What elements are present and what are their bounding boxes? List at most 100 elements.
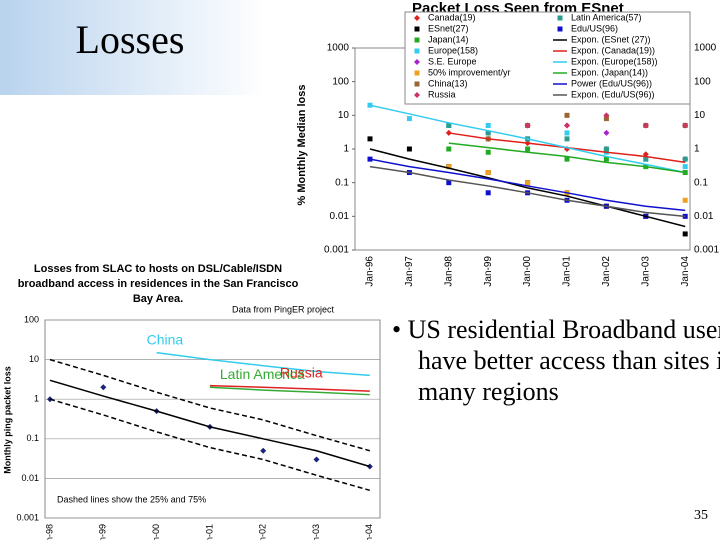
y-tick-label: 1 — [343, 144, 349, 155]
legend-swatch — [414, 70, 420, 76]
legend-label: Expon. (ESnet (27)) — [571, 34, 651, 44]
data-point — [446, 164, 452, 170]
data-point — [313, 456, 320, 463]
data-point — [603, 116, 609, 122]
data-point — [682, 231, 688, 237]
x-tick-label: Jan-03 — [311, 524, 321, 540]
page-number: 35 — [694, 508, 708, 523]
y2-tick-label: 1000 — [694, 43, 717, 54]
data-point — [446, 146, 452, 152]
chart-title: Losses from SLAC to hosts on DSL/Cable/I… — [17, 263, 299, 305]
y-axis-label: Monthly ping packet loss — [2, 366, 12, 474]
data-point — [564, 156, 570, 162]
data-point — [603, 112, 610, 119]
plot-area — [44, 319, 381, 519]
x-tick-label: Jan-97 — [404, 256, 415, 287]
data-point — [524, 122, 531, 129]
data-point — [100, 384, 107, 391]
legend-swatch — [414, 26, 420, 32]
data-point — [682, 122, 689, 129]
series-annotation: Russia — [280, 364, 323, 380]
series-annotation: China — [147, 331, 184, 347]
y2-tick-label: 100 — [694, 76, 711, 87]
trend-line — [369, 165, 686, 218]
data-point — [367, 136, 373, 142]
data-point — [564, 112, 570, 118]
y2-tick-label: 0.001 — [694, 245, 719, 256]
data-point — [682, 156, 688, 162]
trend-line — [209, 384, 370, 392]
data-point — [485, 149, 491, 155]
legend-label: ESnet(27) — [428, 23, 469, 33]
slide-title: Losses — [76, 17, 185, 62]
annotation: Dashed lines show the 25% and 75% — [57, 494, 206, 504]
legend-label: Expon. (Europe(158)) — [571, 56, 658, 66]
trend-line — [448, 142, 686, 174]
legend-label: Japan(14) — [428, 34, 469, 44]
x-tick-label: Jan-01 — [562, 256, 573, 287]
y-axis-label: % Monthly Median loss — [296, 84, 308, 205]
data-point — [682, 164, 688, 170]
trend-line — [156, 351, 370, 377]
data-point — [564, 122, 570, 129]
y-tick-label: 100 — [332, 76, 349, 87]
x-tick-label: Jan-04 — [680, 256, 691, 287]
x-tick-label: Jan-96 — [365, 256, 376, 287]
data-point — [643, 156, 649, 162]
y-tick-label: 0.01 — [330, 211, 350, 222]
trend-line — [369, 148, 686, 228]
data-point — [485, 130, 491, 136]
y-tick-label: 0.01 — [21, 473, 39, 483]
data-point — [525, 180, 531, 186]
data-point — [406, 146, 412, 152]
y-tick-label: 10 — [338, 110, 350, 121]
data-point — [564, 130, 570, 136]
trend-line — [369, 104, 686, 174]
x-tick-label: Jan-02 — [258, 524, 268, 540]
legend-swatch — [414, 37, 420, 43]
x-tick-label: Jan-01 — [204, 524, 214, 540]
chart-note: Data from PingER project — [232, 304, 335, 314]
legend-label: Europe(158) — [428, 45, 478, 55]
trend-line — [369, 158, 686, 212]
x-tick-label: Jan-98 — [443, 256, 454, 287]
y-tick-label: 0.001 — [16, 512, 39, 522]
x-tick-label: Jan-04 — [364, 524, 374, 540]
legend-swatch — [414, 92, 420, 98]
data-point — [603, 146, 609, 152]
data-point — [603, 129, 610, 136]
data-point — [642, 122, 649, 129]
data-point — [485, 170, 491, 176]
legend-box — [404, 11, 691, 105]
y-tick-label: 1 — [34, 394, 39, 404]
data-point — [406, 116, 412, 122]
x-tick-label: Jan-00 — [151, 524, 161, 540]
y2-tick-label: 1 — [694, 144, 700, 155]
y-tick-label: 0.1 — [26, 433, 39, 443]
legend-swatch — [414, 59, 420, 65]
trend-line — [49, 379, 371, 468]
data-point — [525, 146, 531, 152]
x-tick-label: Jan-98 — [44, 524, 54, 540]
trend-line — [209, 386, 370, 396]
x-tick-label: Jan-99 — [483, 256, 494, 287]
y2-tick-label: 0.1 — [694, 177, 708, 188]
legend-label: Power (Edu/US(96)) — [571, 78, 652, 88]
bullet-text: US residential Broadband users have bett… — [407, 315, 720, 406]
y-tick-label: 1000 — [327, 43, 350, 54]
x-tick-label: Jan-99 — [98, 524, 108, 540]
y-tick-label: 0.1 — [335, 177, 349, 188]
y-tick-label: 10 — [29, 354, 39, 364]
legend-swatch — [414, 81, 420, 87]
x-tick-label: Jan-03 — [640, 256, 651, 287]
legend-label: Expon. (Canada(19)) — [571, 45, 655, 55]
legend-swatch — [414, 15, 420, 21]
bullet: • US residential Broadband users have be… — [392, 314, 720, 407]
legend-label: China(13) — [428, 78, 468, 88]
y2-tick-label: 0.01 — [694, 211, 714, 222]
data-point — [446, 180, 452, 186]
title-band — [0, 0, 268, 95]
legend-swatch — [557, 15, 563, 21]
